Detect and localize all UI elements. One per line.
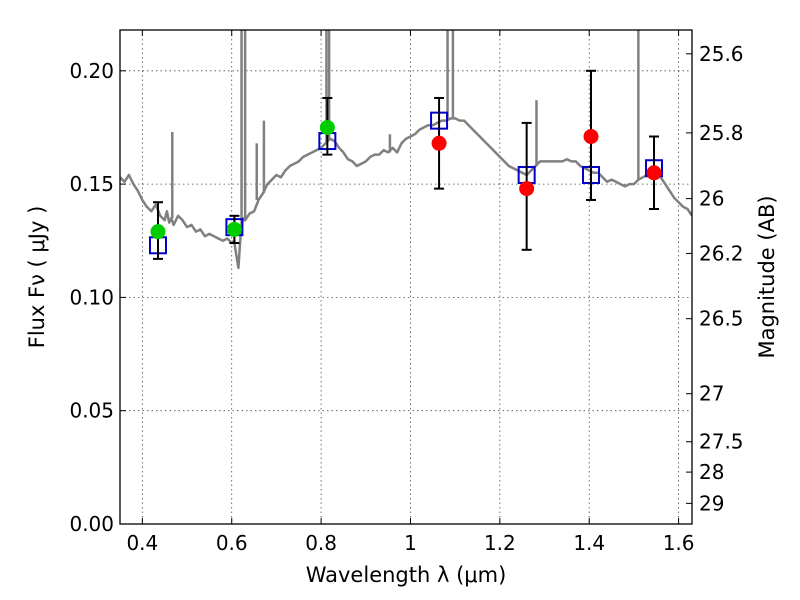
ticks: 0.4 0.6 0.8 1 1.2 1.4 1.6 0.00 0.05 0.10 0.15 0.20 2… bbox=[69, 30, 744, 555]
y2-tick-label: 26.5 bbox=[699, 307, 744, 331]
y-tick-label: 0.10 bbox=[69, 285, 114, 309]
y2-tick-label: 27.5 bbox=[699, 430, 744, 454]
observed-flux-point bbox=[150, 224, 166, 240]
y2-axis-label: Magnitude (AB) bbox=[755, 195, 779, 358]
observed-flux-point bbox=[646, 165, 662, 181]
model-spectrum-line bbox=[120, 117, 692, 270]
y-axis-label: Flux Fν ( μJy ) bbox=[25, 206, 49, 349]
y2-tick-label: 29 bbox=[699, 491, 724, 515]
observed-flux-point bbox=[583, 129, 599, 145]
plot-area bbox=[120, 30, 692, 270]
y-tick-label: 0.15 bbox=[69, 172, 114, 196]
x-tick-label: 1 bbox=[404, 531, 417, 555]
y-tick-label: 0.20 bbox=[69, 59, 114, 83]
plot-frame bbox=[119, 29, 693, 525]
y2-tick-label: 27 bbox=[699, 382, 724, 406]
observed-flux-point bbox=[226, 221, 242, 237]
y2-tick-label: 28 bbox=[699, 460, 724, 484]
observed-flux-point bbox=[431, 135, 447, 151]
y2-tick-label: 26 bbox=[699, 187, 724, 211]
x-tick-label: 1.6 bbox=[663, 531, 695, 555]
x-tick-label: 1.2 bbox=[484, 531, 516, 555]
x-tick-label: 0.8 bbox=[305, 531, 337, 555]
observed-flux-point bbox=[319, 119, 335, 135]
y2-tick-label: 25.8 bbox=[699, 121, 744, 145]
y-tick-label: 0.00 bbox=[69, 512, 114, 536]
y2-tick-label: 26.2 bbox=[699, 241, 744, 265]
observed-flux-point bbox=[519, 181, 535, 197]
grid bbox=[120, 30, 692, 525]
x-tick-label: 0.4 bbox=[126, 531, 158, 555]
x-tick-label: 0.6 bbox=[216, 531, 248, 555]
y2-tick-label: 25.6 bbox=[699, 42, 744, 66]
x-axis-label: Wavelength λ (μm) bbox=[306, 563, 507, 587]
y-tick-label: 0.05 bbox=[69, 399, 114, 423]
x-tick-label: 1.4 bbox=[573, 531, 605, 555]
